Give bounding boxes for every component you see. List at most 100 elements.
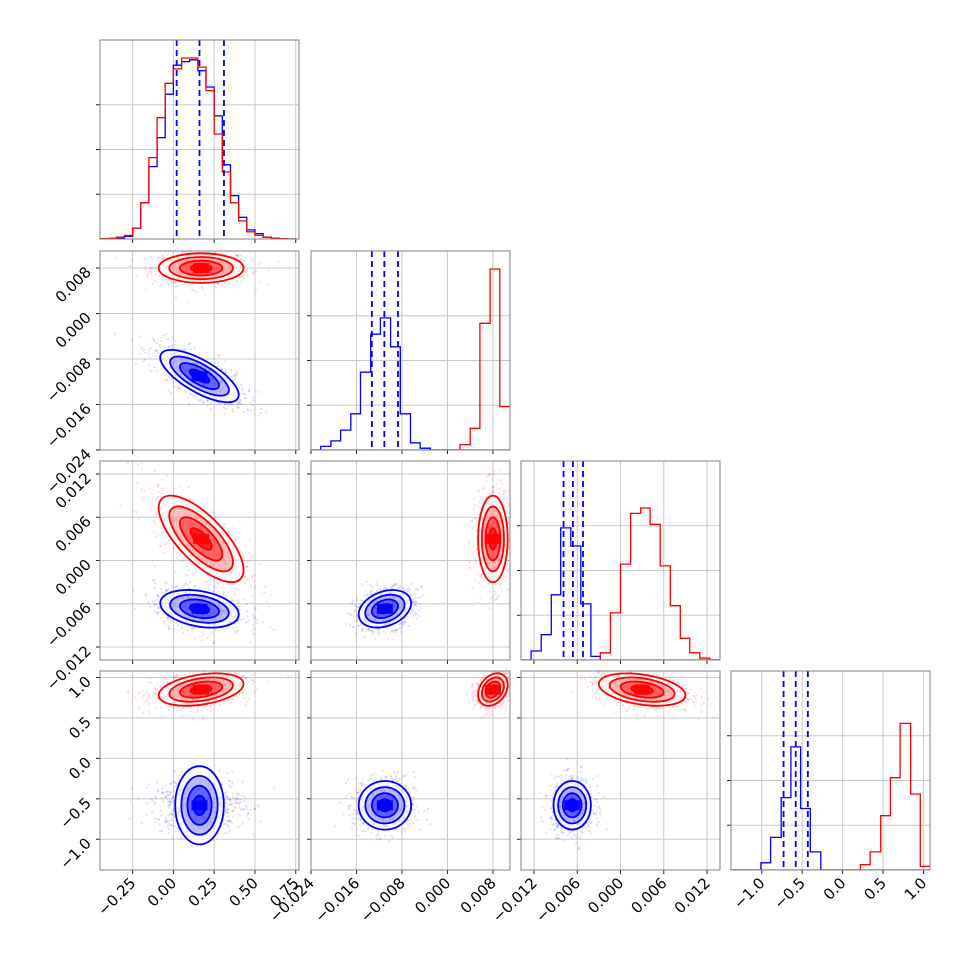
scatter-point bbox=[221, 368, 224, 371]
scatter-point bbox=[171, 281, 174, 284]
scatter-point bbox=[184, 390, 187, 393]
scatter-point bbox=[221, 282, 224, 285]
scatter-point bbox=[479, 596, 482, 599]
scatter-point bbox=[498, 492, 501, 495]
scatter-point bbox=[506, 569, 509, 572]
scatter-point bbox=[378, 631, 381, 634]
scatter-point bbox=[223, 413, 226, 416]
scatter-point bbox=[477, 490, 480, 493]
scatter-point bbox=[147, 274, 150, 277]
scatter-point bbox=[414, 603, 418, 606]
scatter-point bbox=[243, 397, 246, 400]
histogram-step-red bbox=[100, 57, 296, 239]
scatter-point bbox=[377, 633, 380, 636]
scatter-point bbox=[368, 629, 371, 632]
scatter-point bbox=[246, 615, 249, 618]
scatter-point bbox=[480, 498, 483, 501]
scatter-point bbox=[194, 584, 197, 587]
scatter-point bbox=[184, 582, 187, 585]
scatter-point bbox=[468, 560, 471, 564]
scatter-point bbox=[148, 676, 151, 679]
scatter-point bbox=[245, 545, 248, 548]
scatter-point bbox=[129, 264, 132, 268]
scatter-point bbox=[366, 594, 369, 597]
scatter-point bbox=[173, 675, 176, 678]
scatter-point bbox=[147, 696, 150, 699]
scatter-point bbox=[258, 281, 261, 284]
scatter-point bbox=[182, 344, 185, 347]
scatter-point bbox=[167, 620, 170, 623]
scatter-point bbox=[144, 592, 148, 595]
scatter-point bbox=[396, 628, 399, 632]
scatter-point bbox=[208, 704, 211, 708]
scatter-point bbox=[414, 604, 417, 607]
scatter-point bbox=[369, 591, 372, 594]
scatter-point bbox=[371, 586, 374, 589]
scatter-point bbox=[231, 410, 234, 413]
panel-frame bbox=[99, 460, 300, 661]
scatter-point bbox=[351, 613, 354, 616]
scatter-point bbox=[147, 702, 150, 706]
scatter-point bbox=[170, 280, 173, 284]
scatter-point bbox=[157, 611, 160, 614]
scatter-point bbox=[251, 623, 255, 627]
scatter-point bbox=[495, 583, 498, 586]
scatter-point bbox=[250, 678, 253, 681]
scatter-point bbox=[167, 617, 170, 620]
scatter-point bbox=[160, 616, 163, 619]
scatter-point bbox=[251, 271, 254, 274]
scatter-point bbox=[155, 497, 159, 500]
scatter-point bbox=[507, 512, 510, 515]
scatter-point bbox=[244, 270, 247, 273]
scatter-point bbox=[257, 390, 260, 393]
scatter-point bbox=[160, 714, 163, 718]
scatter-point bbox=[415, 617, 418, 620]
scatter-point bbox=[349, 613, 352, 617]
scatter-point bbox=[190, 710, 193, 713]
scatter-point bbox=[137, 518, 140, 521]
scatter-point bbox=[397, 586, 400, 589]
scatter-point bbox=[246, 610, 249, 613]
scatter-point bbox=[475, 547, 478, 550]
scatter-point bbox=[172, 337, 175, 340]
scatter-point bbox=[251, 396, 254, 399]
scatter-point bbox=[499, 586, 502, 589]
scatter-point bbox=[144, 351, 147, 354]
scatter-point bbox=[145, 699, 148, 702]
scatter-point bbox=[147, 601, 150, 604]
scatter-point bbox=[218, 401, 221, 405]
scatter-point bbox=[192, 289, 195, 292]
scatter-point bbox=[157, 600, 160, 603]
scatter-point bbox=[191, 671, 194, 674]
scatter-point bbox=[157, 496, 160, 499]
scatter-point bbox=[166, 282, 169, 285]
scatter-point bbox=[498, 594, 501, 598]
scatter-point bbox=[161, 257, 164, 260]
scatter-point bbox=[489, 597, 492, 600]
scatter-point bbox=[158, 545, 161, 548]
scatter-point bbox=[174, 343, 177, 346]
scatter-point bbox=[190, 626, 193, 629]
scatter-point bbox=[126, 690, 129, 693]
scatter-point bbox=[360, 624, 363, 627]
scatter-point bbox=[384, 587, 387, 591]
scatter-point bbox=[238, 398, 241, 401]
scatter-point bbox=[400, 626, 403, 629]
scatter-point bbox=[241, 402, 244, 405]
scatter-point bbox=[189, 671, 192, 675]
scatter-point bbox=[354, 604, 357, 607]
scatter-point bbox=[240, 258, 243, 261]
scatter-point bbox=[491, 485, 494, 488]
scatter-point bbox=[350, 602, 353, 605]
scatter-point bbox=[218, 580, 221, 583]
scatter-point bbox=[487, 492, 490, 495]
scatter-point bbox=[216, 282, 219, 285]
scatter-point bbox=[156, 349, 159, 352]
scatter-point bbox=[161, 275, 164, 278]
scatter-point bbox=[247, 697, 250, 701]
scatter-point bbox=[230, 586, 233, 589]
scatter-point bbox=[392, 585, 395, 588]
scatter-point bbox=[152, 520, 155, 523]
scatter-point bbox=[151, 579, 154, 582]
scatter-point bbox=[486, 476, 489, 479]
